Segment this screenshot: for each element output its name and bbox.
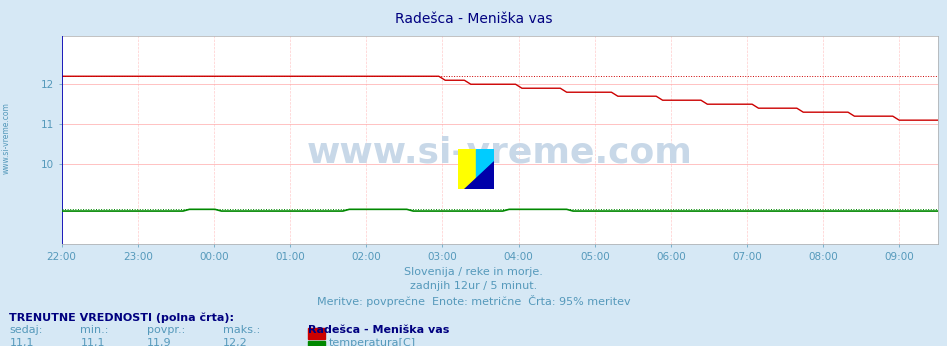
Text: sedaj:: sedaj: <box>9 325 43 335</box>
Text: 12,2: 12,2 <box>223 338 247 346</box>
Text: temperatura[C]: temperatura[C] <box>329 338 416 346</box>
Text: Slovenija / reke in morje.: Slovenija / reke in morje. <box>404 267 543 277</box>
Text: 11,9: 11,9 <box>147 338 171 346</box>
Text: Meritve: povprečne  Enote: metrične  Črta: 95% meritev: Meritve: povprečne Enote: metrične Črta:… <box>316 295 631 307</box>
Bar <box>308 342 325 346</box>
Bar <box>458 149 476 189</box>
Text: maks.:: maks.: <box>223 325 259 335</box>
Polygon shape <box>464 161 494 189</box>
Text: min.:: min.: <box>80 325 109 335</box>
Text: povpr.:: povpr.: <box>147 325 185 335</box>
Text: www.si-vreme.com: www.si-vreme.com <box>2 102 11 174</box>
Text: Radešca - Meniška vas: Radešca - Meniška vas <box>395 12 552 26</box>
Text: 11,1: 11,1 <box>9 338 34 346</box>
Text: Radešca - Meniška vas: Radešca - Meniška vas <box>308 325 449 335</box>
Text: www.si-vreme.com: www.si-vreme.com <box>307 136 692 170</box>
Text: zadnjih 12ur / 5 minut.: zadnjih 12ur / 5 minut. <box>410 281 537 291</box>
Text: TRENUTNE VREDNOSTI (polna črta):: TRENUTNE VREDNOSTI (polna črta): <box>9 312 235 323</box>
Bar <box>308 328 325 339</box>
Text: 11,1: 11,1 <box>80 338 105 346</box>
Bar <box>476 149 494 189</box>
